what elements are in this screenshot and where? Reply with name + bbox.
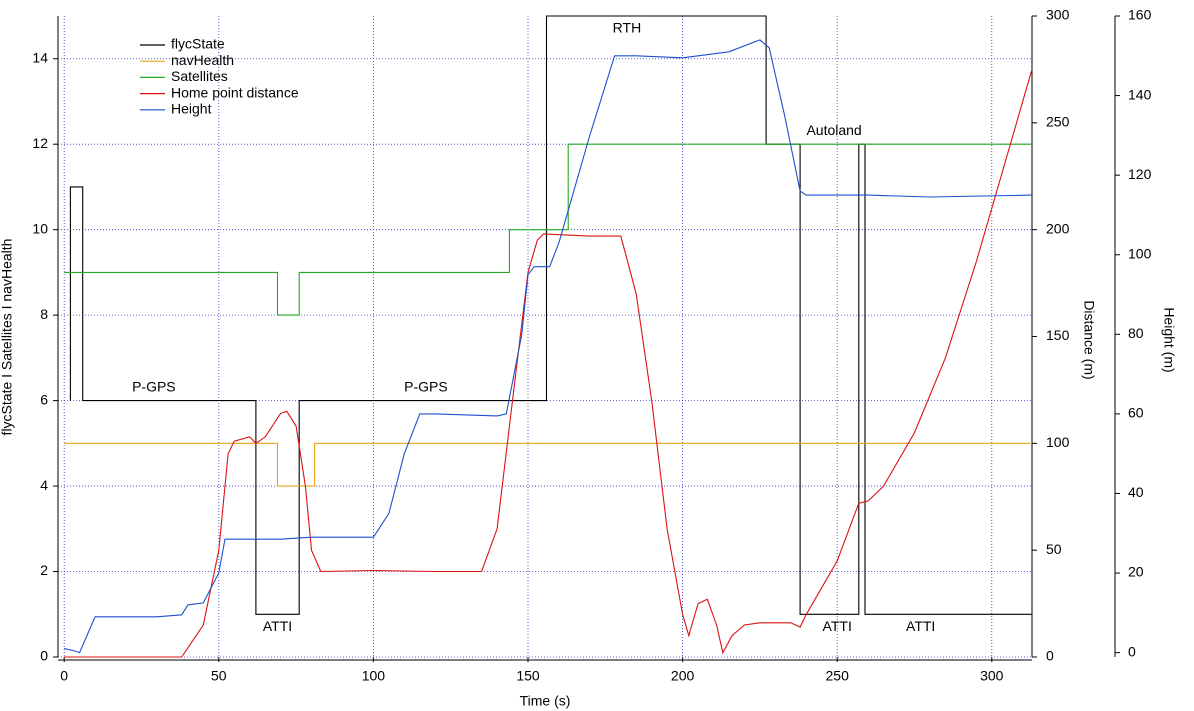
series-line: [64, 69, 1033, 658]
annotation: ATTI: [823, 618, 852, 634]
x-tick-label: 50: [211, 668, 227, 684]
y-tick-label: 2: [40, 562, 48, 578]
y-tick-label: 4: [40, 477, 48, 493]
y3-tick-label: 80: [1128, 325, 1144, 341]
y2-tick-label: 250: [1046, 114, 1070, 130]
y2-tick-label: 150: [1046, 327, 1070, 343]
y2-tick-label: 300: [1046, 7, 1070, 23]
y3-tick-label: 20: [1128, 564, 1144, 580]
annotation: RTH: [613, 20, 642, 36]
y-tick-label: 6: [40, 391, 48, 407]
y3-tick-label: 100: [1128, 245, 1152, 261]
x-axis-label: Time (s): [520, 693, 571, 709]
x-tick-label: 300: [980, 668, 1004, 684]
y-axis-label: flycState I Satellites I navHealth: [0, 239, 15, 436]
x-tick-label: 200: [671, 668, 695, 684]
y2-tick-label: 100: [1046, 434, 1070, 450]
series-line: [64, 442, 1032, 487]
annotation: P-GPS: [132, 378, 176, 394]
legend-label: Home point distance: [171, 84, 299, 100]
y-tick-label: 12: [32, 135, 48, 151]
y2-axis-label: Distance (m): [1081, 300, 1097, 379]
legend-label: Height: [171, 101, 212, 117]
y3-tick-label: 0: [1128, 643, 1136, 659]
x-tick-label: 0: [60, 668, 68, 684]
y3-tick-label: 160: [1128, 7, 1152, 23]
legend-label: Satellites: [171, 68, 228, 84]
legend-label: flycState: [171, 36, 225, 52]
y2-tick-label: 200: [1046, 220, 1070, 236]
y2-tick-label: 0: [1046, 648, 1054, 664]
x-tick-label: 150: [516, 668, 540, 684]
annotation: Autoland: [806, 122, 861, 138]
y3-tick-label: 120: [1128, 166, 1152, 182]
series-line: [64, 143, 1032, 316]
x-tick-label: 250: [826, 668, 850, 684]
y-tick-label: 8: [40, 306, 48, 322]
annotation: P-GPS: [404, 378, 448, 394]
y-tick-label: 10: [32, 220, 48, 236]
annotation: ATTI: [263, 618, 292, 634]
y-tick-label: 14: [32, 49, 48, 65]
y-tick-label: 0: [40, 648, 48, 664]
y3-tick-label: 140: [1128, 86, 1152, 102]
y2-tick-label: 50: [1046, 541, 1062, 557]
annotation: ATTI: [906, 618, 935, 634]
y3-axis-label: Height (m): [1161, 307, 1177, 372]
series-line: [64, 39, 1033, 654]
x-tick-label: 100: [362, 668, 386, 684]
y3-tick-label: 40: [1128, 484, 1144, 500]
y3-tick-label: 60: [1128, 405, 1144, 421]
legend-label: navHealth: [171, 52, 234, 68]
